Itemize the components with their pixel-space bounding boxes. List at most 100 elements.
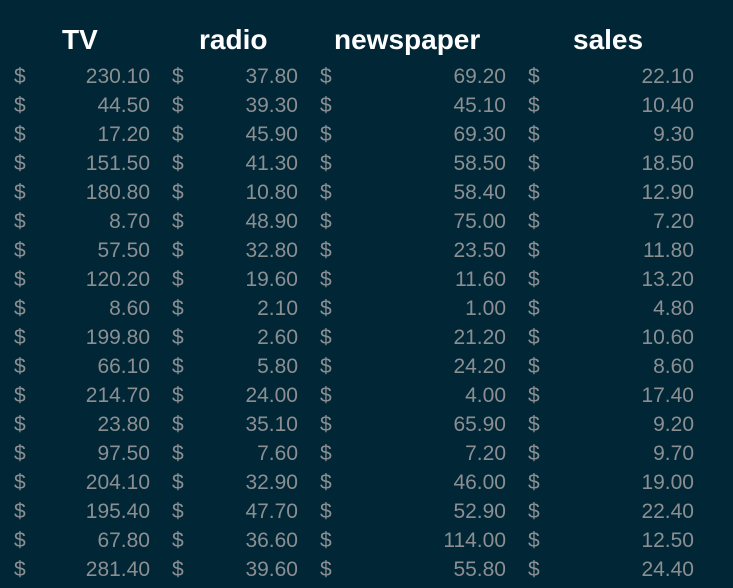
cell-tv: 66.10 xyxy=(97,355,150,378)
currency-symbol: $ xyxy=(14,471,26,494)
currency-symbol: $ xyxy=(320,355,332,378)
cell-sales: 8.60 xyxy=(653,355,694,378)
currency-symbol: $ xyxy=(528,355,540,378)
cell-radio: 7.60 xyxy=(257,442,298,465)
currency-symbol: $ xyxy=(14,500,26,523)
currency-symbol: $ xyxy=(320,471,332,494)
column-header-newspaper: newspaper xyxy=(334,24,481,55)
table-row: $180.80 $10.80 $58.40 $12.90 xyxy=(0,178,733,207)
cell-sales: 9.20 xyxy=(653,413,694,436)
currency-symbol: $ xyxy=(528,268,540,291)
currency-symbol: $ xyxy=(320,529,332,552)
currency-symbol: $ xyxy=(320,326,332,349)
cell-sales: 11.80 xyxy=(643,239,694,262)
currency-symbol: $ xyxy=(14,152,26,175)
table-row: $66.10 $5.80 $24.20 $8.60 xyxy=(0,352,733,381)
table-row: $23.80 $35.10 $65.90 $9.20 xyxy=(0,410,733,439)
cell-sales: 9.70 xyxy=(653,442,694,465)
currency-symbol: $ xyxy=(172,529,184,552)
table-row: $151.50 $41.30 $58.50 $18.50 xyxy=(0,149,733,178)
currency-symbol: $ xyxy=(172,355,184,378)
currency-symbol: $ xyxy=(528,181,540,204)
currency-symbol: $ xyxy=(14,65,26,88)
table-row: $67.80 $36.60 $114.00 $12.50 xyxy=(0,526,733,555)
cell-sales: 7.20 xyxy=(653,210,694,233)
cell-sales: 22.40 xyxy=(641,500,694,523)
currency-symbol: $ xyxy=(172,210,184,233)
cell-tv: 230.10 xyxy=(85,65,150,88)
cell-sales: 10.40 xyxy=(641,94,694,117)
cell-radio: 48.90 xyxy=(245,210,298,233)
cell-sales: 4.80 xyxy=(653,297,694,320)
cell-radio: 24.00 xyxy=(245,384,298,407)
currency-symbol: $ xyxy=(320,181,332,204)
cell-tv: 23.80 xyxy=(97,413,150,436)
cell-sales: 12.50 xyxy=(641,529,694,552)
cell-radio: 39.30 xyxy=(245,94,298,117)
cell-tv: 17.20 xyxy=(97,123,150,146)
currency-symbol: $ xyxy=(172,65,184,88)
table-row: $8.60 $2.10 $1.00 $4.80 xyxy=(0,294,733,323)
cell-radio: 37.80 xyxy=(245,65,298,88)
currency-symbol: $ xyxy=(528,384,540,407)
column-header-sales: sales xyxy=(573,24,644,55)
cell-newspaper: 4.00 xyxy=(465,384,506,407)
cell-radio: 47.70 xyxy=(245,500,298,523)
currency-symbol: $ xyxy=(528,94,540,117)
cell-newspaper: 23.50 xyxy=(453,239,506,262)
cell-radio: 32.80 xyxy=(245,239,298,262)
currency-symbol: $ xyxy=(172,152,184,175)
cell-radio: 2.10 xyxy=(257,297,298,320)
cell-radio: 35.10 xyxy=(245,413,298,436)
table-row: $8.70 $48.90 $75.00 $7.20 xyxy=(0,207,733,236)
cell-newspaper: 52.90 xyxy=(453,500,506,523)
cell-tv: 57.50 xyxy=(97,239,150,262)
table-row: $44.50 $39.30 $45.10 $10.40 xyxy=(0,91,733,120)
cell-newspaper: 45.10 xyxy=(453,94,506,117)
currency-symbol: $ xyxy=(528,297,540,320)
currency-symbol: $ xyxy=(320,152,332,175)
cell-radio: 19.60 xyxy=(245,268,298,291)
currency-symbol: $ xyxy=(172,500,184,523)
table-row: $17.20 $45.90 $69.30 $9.30 xyxy=(0,120,733,149)
currency-symbol: $ xyxy=(14,297,26,320)
table-row: $195.40 $47.70 $52.90 $22.40 xyxy=(0,497,733,526)
cell-sales: 10.60 xyxy=(641,326,694,349)
cell-tv: 67.80 xyxy=(97,529,150,552)
cell-radio: 45.90 xyxy=(245,123,298,146)
currency-symbol: $ xyxy=(320,500,332,523)
cell-newspaper: 58.40 xyxy=(453,181,506,204)
table-row: $120.20 $19.60 $11.60 $13.20 xyxy=(0,265,733,294)
column-header-tv: TV xyxy=(62,24,98,55)
currency-symbol: $ xyxy=(320,123,332,146)
currency-symbol: $ xyxy=(172,471,184,494)
cell-radio: 10.80 xyxy=(245,181,298,204)
currency-symbol: $ xyxy=(528,123,540,146)
currency-symbol: $ xyxy=(14,442,26,465)
currency-symbol: $ xyxy=(528,326,540,349)
column-header-radio: radio xyxy=(199,24,268,55)
cell-radio: 5.80 xyxy=(257,355,298,378)
currency-symbol: $ xyxy=(14,384,26,407)
currency-symbol: $ xyxy=(172,326,184,349)
table-row: $57.50 $32.80 $23.50 $11.80 xyxy=(0,236,733,265)
cell-newspaper: 65.90 xyxy=(453,413,506,436)
cell-sales: 22.10 xyxy=(641,65,694,88)
currency-symbol: $ xyxy=(14,558,26,581)
currency-symbol: $ xyxy=(320,297,332,320)
currency-symbol: $ xyxy=(320,65,332,88)
currency-symbol: $ xyxy=(528,239,540,262)
currency-symbol: $ xyxy=(320,268,332,291)
currency-symbol: $ xyxy=(172,94,184,117)
currency-symbol: $ xyxy=(14,123,26,146)
cell-newspaper: 11.60 xyxy=(455,268,506,291)
currency-symbol: $ xyxy=(528,558,540,581)
currency-symbol: $ xyxy=(528,413,540,436)
currency-symbol: $ xyxy=(320,413,332,436)
currency-symbol: $ xyxy=(528,500,540,523)
currency-symbol: $ xyxy=(528,152,540,175)
currency-symbol: $ xyxy=(528,210,540,233)
cell-tv: 199.80 xyxy=(85,326,150,349)
cell-tv: 97.50 xyxy=(97,442,150,465)
